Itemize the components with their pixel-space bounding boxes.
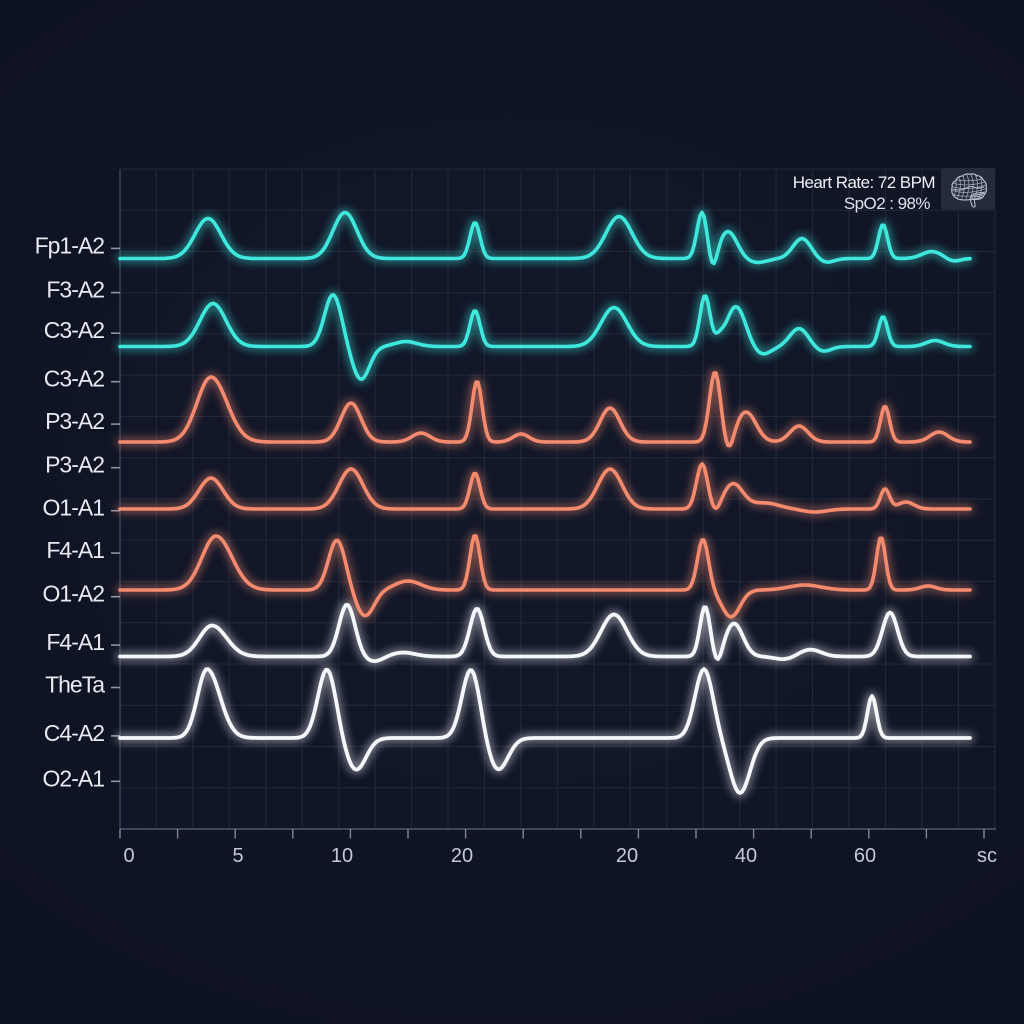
svg-text:TheTa: TheTa [45, 672, 105, 698]
svg-text:F3-A2: F3-A2 [46, 277, 104, 303]
svg-text:SpO2 : 98%: SpO2 : 98% [844, 194, 931, 213]
svg-text:Fp1-A2: Fp1-A2 [35, 232, 105, 258]
svg-text:C4-A2: C4-A2 [44, 720, 104, 746]
svg-text:0: 0 [123, 845, 134, 867]
svg-text:C3-A2: C3-A2 [44, 366, 104, 392]
svg-text:5: 5 [232, 845, 243, 867]
svg-text:Heart Rate: 72 BPM: Heart Rate: 72 BPM [793, 173, 935, 192]
svg-text:C3-A2: C3-A2 [44, 317, 104, 343]
svg-text:20: 20 [616, 845, 638, 867]
svg-text:F4-A1: F4-A1 [46, 629, 104, 655]
svg-text:F4-A1: F4-A1 [46, 537, 104, 563]
svg-text:10: 10 [331, 845, 353, 867]
svg-text:O1-A2: O1-A2 [43, 581, 105, 607]
svg-text:P3-A2: P3-A2 [45, 452, 104, 478]
svg-text:O2-A1: O2-A1 [43, 765, 105, 791]
svg-text:P3-A2: P3-A2 [45, 408, 104, 434]
svg-text:O1-A1: O1-A1 [43, 495, 105, 521]
svg-text:20: 20 [451, 845, 473, 867]
svg-text:60: 60 [854, 845, 876, 867]
svg-text:40: 40 [735, 845, 757, 867]
svg-text:sc: sc [977, 845, 997, 867]
